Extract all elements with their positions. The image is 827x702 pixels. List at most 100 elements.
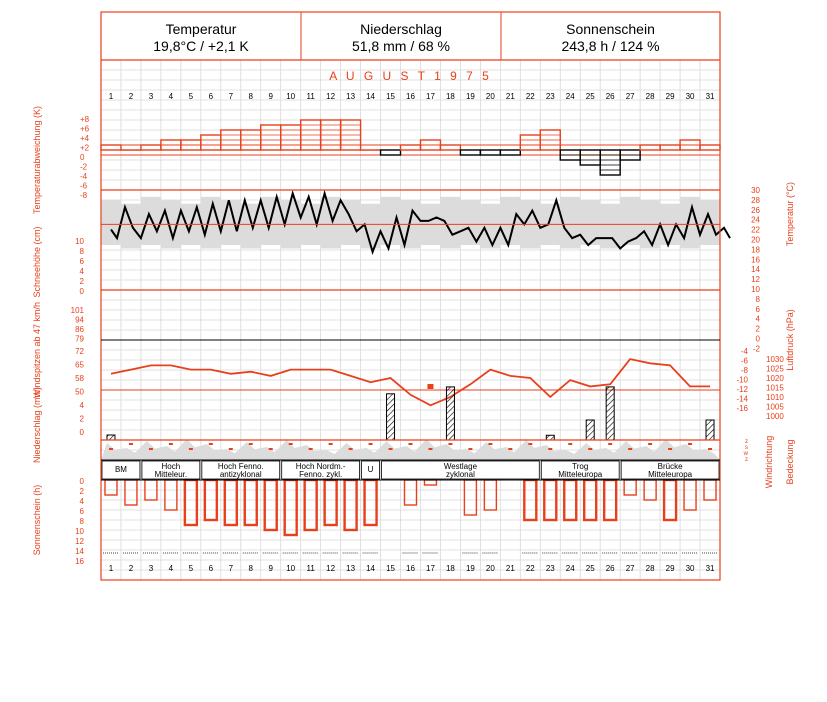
day-number-top: 2 <box>129 92 134 101</box>
temperature-line <box>110 189 731 256</box>
shading-layer <box>101 196 720 460</box>
wind-direction-mark <box>408 443 413 445</box>
wind-direction-mark <box>568 443 573 445</box>
month-title: A U G U S T 1 9 7 5 <box>329 69 492 83</box>
tick-temperature-low: -16 <box>736 404 748 413</box>
day-number-bottom: 13 <box>346 564 355 573</box>
day-number-top: 13 <box>346 92 355 101</box>
sunshine-bar <box>104 479 118 496</box>
day-number-top: 29 <box>666 92 675 101</box>
wind-direction-mark <box>488 443 493 445</box>
tick-temperature: -2 <box>753 344 761 353</box>
sunshine-bar <box>323 478 338 527</box>
tick-temperature: 22 <box>751 226 760 235</box>
day-number-top: 12 <box>326 92 335 101</box>
tick-temperature: 12 <box>751 275 760 284</box>
precipitation-bar <box>386 393 396 441</box>
day-number-top: 24 <box>566 92 575 101</box>
header-temperature: Temperatur 19,8°C / +2,1 K <box>101 12 301 60</box>
weather-type-box <box>620 460 720 480</box>
tick-precipitation: 58 <box>75 374 84 383</box>
day-number-top: 17 <box>426 92 435 101</box>
header-temperature-value: 19,8°C / +2,1 K <box>153 38 249 54</box>
day-number-top: 27 <box>626 92 635 101</box>
tick-precipitation: 0 <box>80 428 85 437</box>
tick-sunshine: 6 <box>80 507 85 516</box>
tick-wind-direction: z <box>745 439 748 445</box>
day-number-bottom: 15 <box>386 564 395 573</box>
wind-direction-mark <box>528 443 533 445</box>
tick-pressure: 1010 <box>766 393 784 402</box>
tick-temp-deviation: +6 <box>80 125 90 134</box>
deviation-bar <box>379 149 402 156</box>
wind-direction-mark <box>348 448 353 450</box>
axis-title-cloud-cover: Bedeckung <box>785 439 795 484</box>
weather-type-label: Brücke <box>658 462 683 471</box>
wind-direction-mark <box>248 443 253 445</box>
wind-direction-mark <box>328 443 333 445</box>
wind-direction-mark <box>368 443 373 445</box>
day-number-top: 5 <box>189 92 194 101</box>
outer-frame <box>100 11 721 581</box>
tick-temp-deviation: -6 <box>80 182 88 191</box>
sunshine-bar <box>183 478 199 527</box>
axis-title-snow-depth: Schneehöhe (cm) <box>32 226 42 297</box>
weather-type-box <box>281 460 360 480</box>
deviation-bar <box>439 144 462 151</box>
day-number-top: 23 <box>546 92 555 101</box>
deviation-bar <box>280 124 302 151</box>
day-number-bottom: 8 <box>249 564 254 573</box>
day-number-bottom: 7 <box>229 564 234 573</box>
tick-pressure: 1015 <box>766 384 784 393</box>
weather-type-box <box>141 460 201 480</box>
wind-direction-mark <box>468 448 473 450</box>
sunshine-bar <box>403 479 418 506</box>
tick-temperature-low: -4 <box>741 347 749 356</box>
deviation-bar <box>519 134 541 151</box>
sunshine-bar <box>623 479 637 496</box>
weather-type-label: Hoch Fenno. <box>218 462 264 471</box>
header-sunshine: Sonnenschein 243,8 h / 124 % <box>501 12 720 60</box>
sunshine-bar <box>423 479 438 486</box>
chart-frame <box>100 11 721 581</box>
day-number-top: 16 <box>406 92 415 101</box>
tick-temperature: 6 <box>756 305 761 314</box>
tick-pressure: 1000 <box>766 412 784 421</box>
deviation-bar <box>599 149 621 176</box>
wind-direction-mark <box>508 448 513 450</box>
tick-temperature: 10 <box>751 285 760 294</box>
deviation-bar <box>479 149 502 156</box>
axis-title-precipitation: Niederschlag (mm) <box>32 387 42 463</box>
deviation-bar <box>399 144 422 151</box>
axis-title-sunshine: Sonnenschein (h) <box>32 485 42 556</box>
header-precipitation-value: 51,8 mm / 68 % <box>351 38 451 54</box>
wind-direction-mark <box>428 448 433 450</box>
tick-temp-deviation: 0 <box>80 153 85 162</box>
wind-direction-mark <box>448 443 453 445</box>
tick-sunshine: 12 <box>75 537 84 546</box>
tick-temp-deviation: -2 <box>80 163 88 172</box>
tick-temp-deviation: +4 <box>80 134 90 143</box>
day-number-bottom: 3 <box>149 564 154 573</box>
tick-temperature: 16 <box>751 255 760 264</box>
header-temperature-label: Temperatur <box>165 21 237 37</box>
day-number-bottom: 28 <box>646 564 655 573</box>
deviation-bar <box>579 149 601 166</box>
day-number-top: 28 <box>646 92 655 101</box>
day-number-top: 9 <box>268 92 273 101</box>
sunshine-bar <box>343 478 358 532</box>
tick-snow: 4 <box>80 267 85 276</box>
day-number-bottom: 2 <box>129 564 134 573</box>
axis-title-pressure: Luftdruck (hPa) <box>785 309 795 371</box>
tick-temp-deviation: +2 <box>80 144 90 153</box>
tick-temperature: 28 <box>751 196 760 205</box>
day-number-bottom: 27 <box>626 564 635 573</box>
chart-grid <box>101 60 720 580</box>
header-precipitation: Niederschlag 51,8 mm / 68 % <box>301 12 501 60</box>
deviation-bar <box>200 134 222 151</box>
wind-direction-mark <box>688 443 693 445</box>
wind-direction-mark <box>168 443 173 445</box>
tick-temperature: 8 <box>756 295 761 304</box>
tick-sunshine: 10 <box>75 527 84 536</box>
sunshine-bar <box>483 479 498 511</box>
